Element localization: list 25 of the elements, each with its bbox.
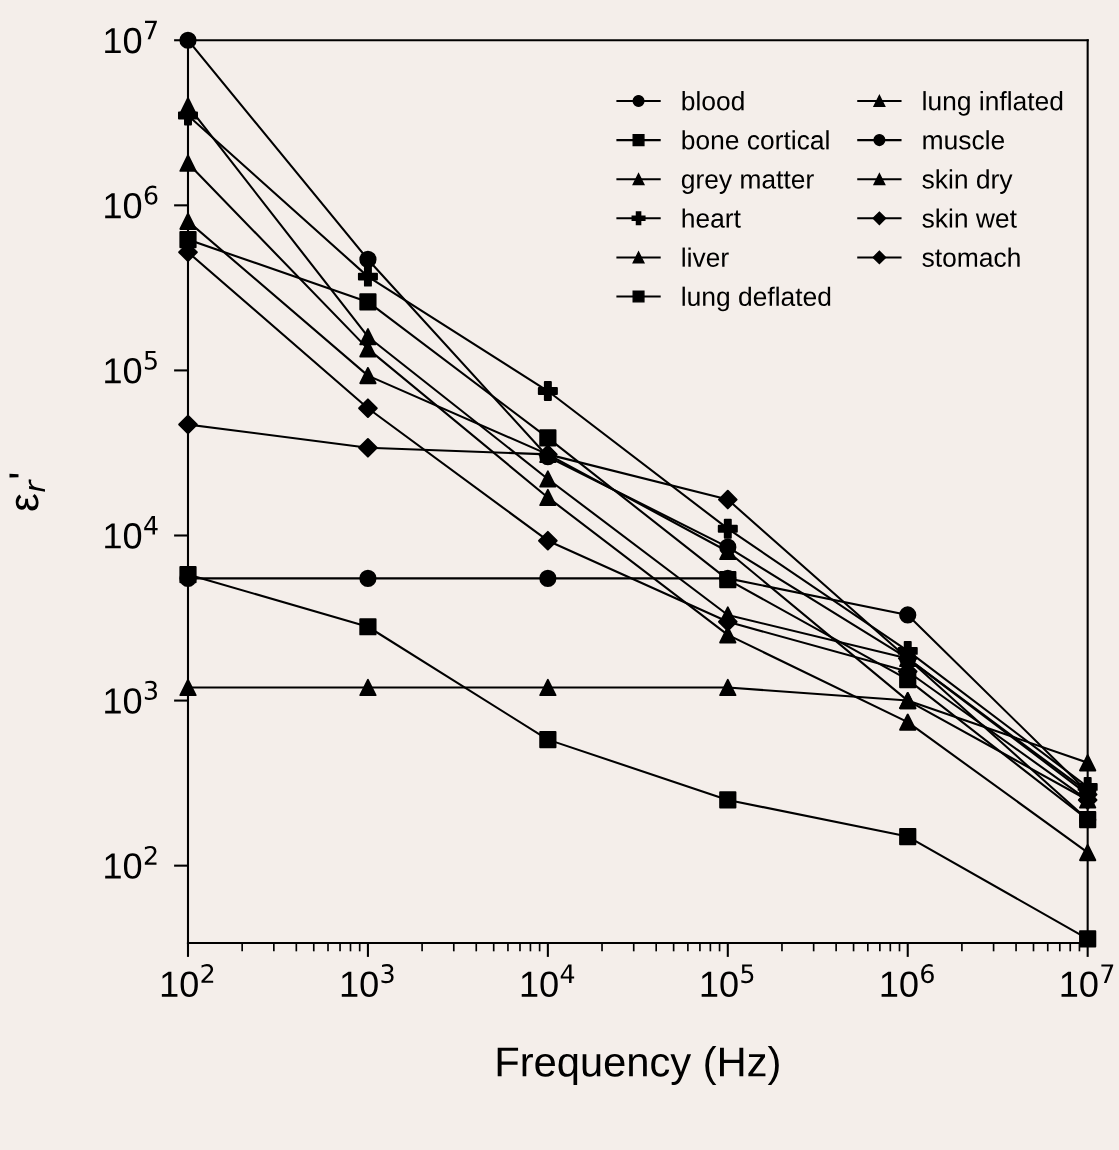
- legend-label: bone cortical: [682, 130, 829, 150]
- x-tick-label: 10$^{6}$: [881, 964, 934, 998]
- legend-label: blood: [682, 91, 744, 111]
- x-tick-label: 10$^{7}$: [1061, 964, 1114, 998]
- y-tick-label: 10$^{5}$: [105, 351, 157, 384]
- legend-label: lung deflated: [682, 286, 831, 312]
- legend-label: grey matter: [681, 171, 814, 194]
- x-tick-label: 10$^{5}$: [701, 964, 754, 998]
- y-axis-title: ε$_{r}$': [9, 473, 45, 511]
- x-tick-label: 10$^{3}$: [341, 964, 394, 998]
- legend-label: skin wet: [922, 208, 1017, 228]
- legend-label: skin dry: [922, 169, 1013, 194]
- legend-label: stomach: [922, 247, 1020, 267]
- y-tick-label: 10$^{4}$: [105, 516, 158, 549]
- legend-label: muscle: [923, 130, 1005, 150]
- y-tick-label: 10$^{6}$: [105, 185, 158, 219]
- x-axis-title: Frequency (Hz): [497, 1046, 779, 1085]
- legend-label: liver: [682, 247, 729, 267]
- x-tick-label: 10$^{4}$: [521, 964, 575, 998]
- y-tick-label: 10$^{7}$: [105, 20, 157, 54]
- legend-label: heart: [682, 208, 741, 228]
- x-tick-label: 10$^{2}$: [161, 964, 214, 998]
- legend-label: lung inflated: [923, 91, 1063, 116]
- y-tick-label: 10$^{3}$: [105, 680, 158, 714]
- y-tick-label: 10$^{2}$: [105, 845, 157, 879]
